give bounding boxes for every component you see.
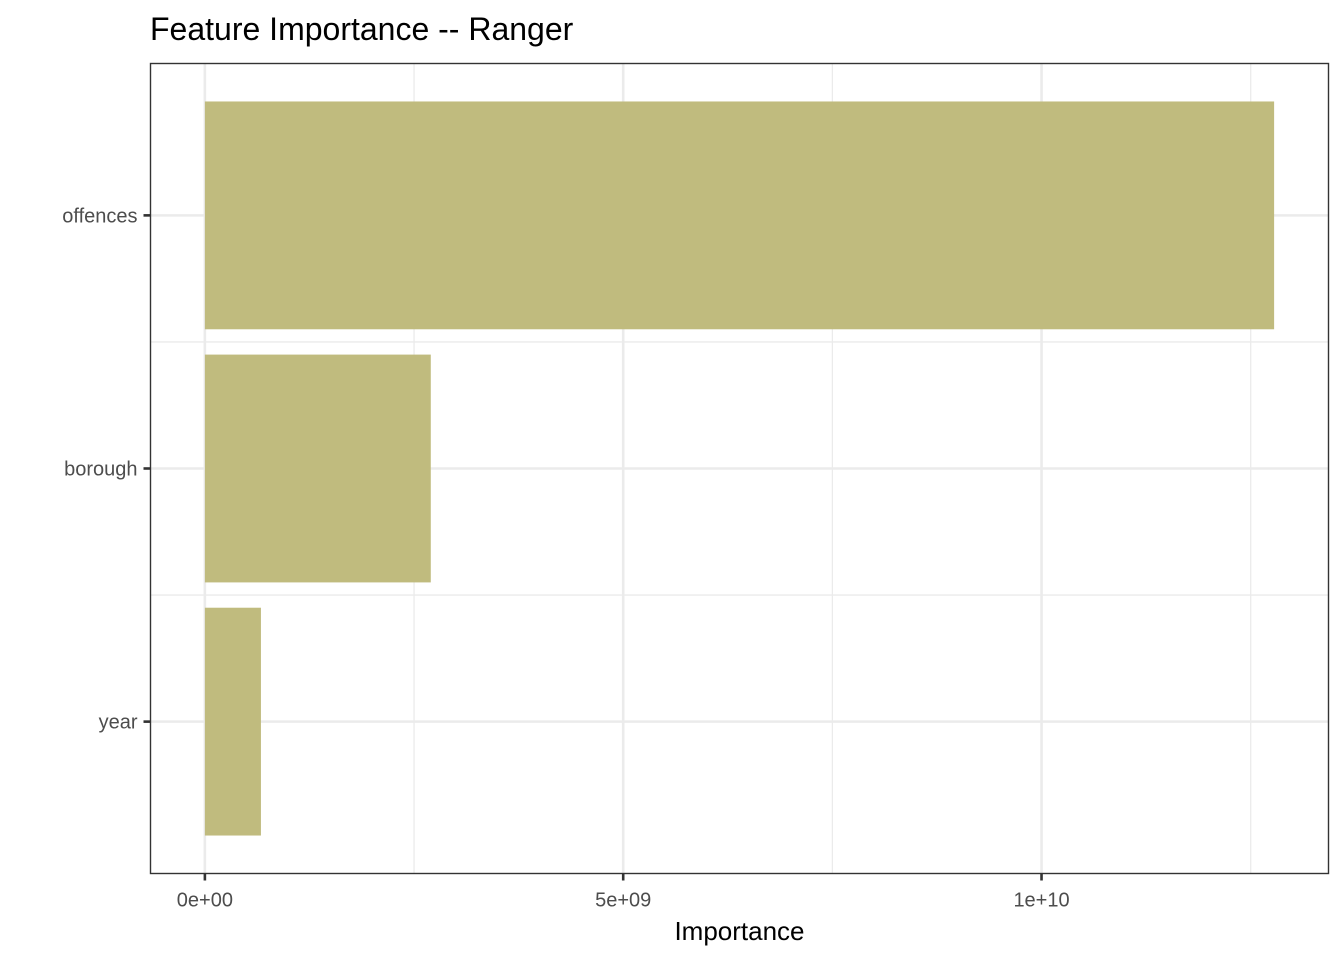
y-tick-label-borough: borough bbox=[64, 459, 137, 481]
y-axis: offences borough year bbox=[62, 205, 151, 734]
x-tick-label: 1e+10 bbox=[1013, 890, 1069, 912]
bars-group bbox=[204, 101, 1275, 836]
x-axis-title: Importance bbox=[674, 916, 804, 946]
x-tick-label: 0e+00 bbox=[177, 890, 233, 912]
x-axis: 0e+00 5e+09 1e+10 bbox=[177, 873, 1070, 912]
y-tick-label-offences: offences bbox=[62, 205, 137, 227]
chart-title: Feature Importance -- Ranger bbox=[150, 11, 574, 47]
bar-borough bbox=[204, 354, 431, 583]
bar-offences bbox=[204, 101, 1275, 330]
y-tick-label-year: year bbox=[99, 712, 138, 734]
x-tick-label: 5e+09 bbox=[595, 890, 651, 912]
bar-year bbox=[204, 607, 261, 836]
